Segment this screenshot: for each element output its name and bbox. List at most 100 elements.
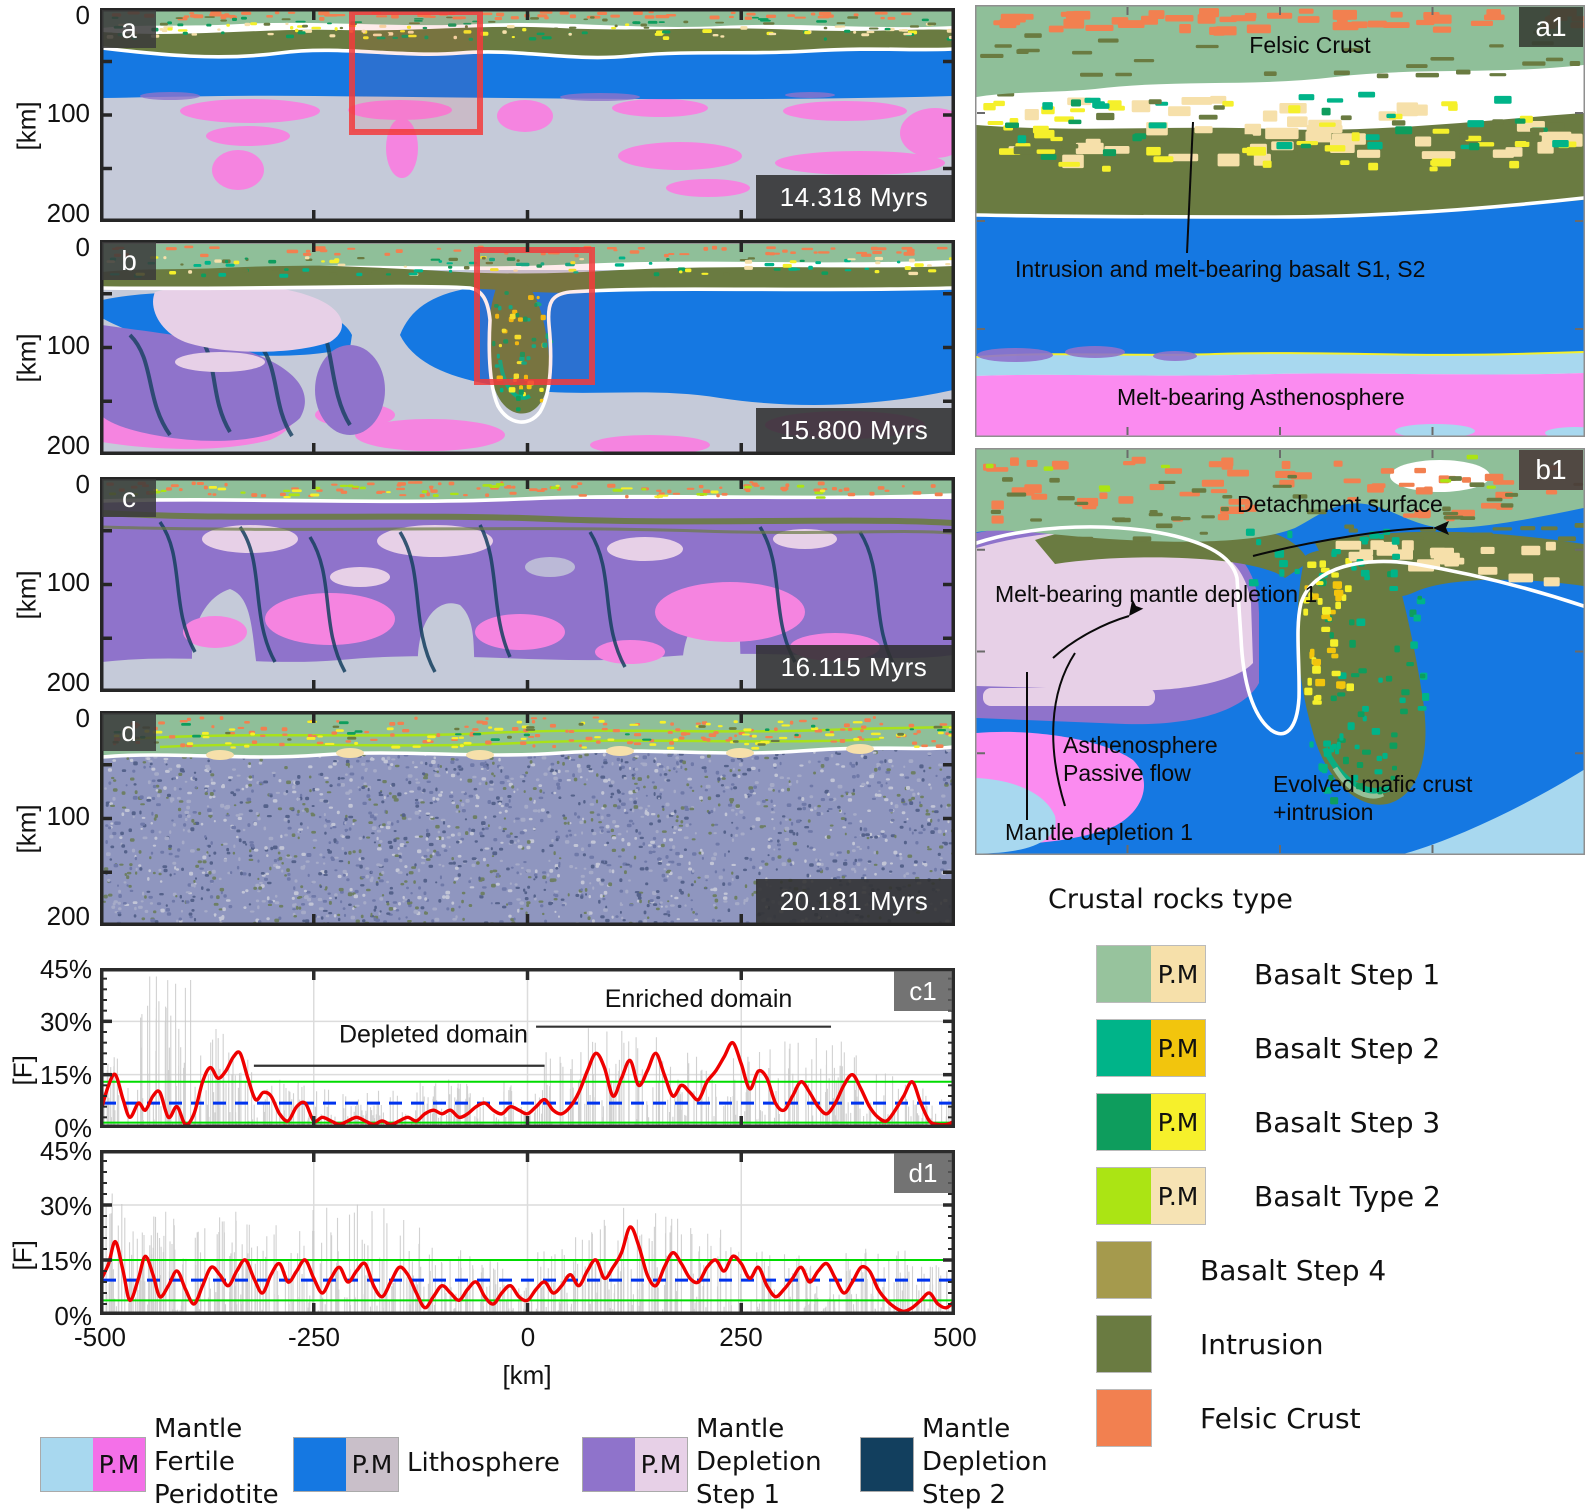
- crustal-pm-3: P.M: [1151, 1168, 1205, 1224]
- legend-label-intrusion: Intrusion: [1200, 1327, 1324, 1361]
- moho-white-line: [100, 284, 955, 424]
- yellow-blobs: [983, 100, 1577, 172]
- xtick-500: 500: [933, 1322, 977, 1352]
- lithosphere-region: [976, 198, 1584, 357]
- intrusion-streaks: [101, 510, 954, 535]
- moho-white-line: [975, 196, 1585, 219]
- panel-d-ytick-200: 200: [46, 901, 90, 931]
- annotation-evolved-1: Evolved mafic crust: [1273, 771, 1473, 797]
- moho-white-line: [100, 46, 955, 60]
- basalt2-arc: [1322, 746, 1392, 795]
- panel-b-timestamp: 15.800 Myrs: [756, 408, 952, 452]
- legend-group-depletion-step1: P.M Mantle Depletion Step 1: [582, 1413, 822, 1512]
- panel-d-ylabel: [km]: [11, 804, 42, 854]
- surface-white-line: [100, 745, 955, 759]
- panel-a1-frame-ticks: [975, 5, 1585, 437]
- panel-a-ytick-100: 100: [46, 98, 90, 128]
- panel-c-ytick-0: 0: [75, 469, 90, 499]
- panel-d1-label-box: d1: [894, 1153, 952, 1193]
- annotation-felsic-crust: Felsic Crust: [1249, 32, 1371, 58]
- c1-ytick-0: 0%: [54, 1113, 92, 1143]
- felsic-speckles: [106, 481, 943, 499]
- melt-depletion-strip: [983, 688, 1155, 706]
- legend-row-intrusion: P.M Intrusion: [1096, 1315, 1323, 1373]
- panel-b1-canvas: Detachment surface Melt-bearing mantle d…: [975, 448, 1585, 855]
- legend-label-depletion-step2: Mantle Depletion Step 2: [922, 1414, 1048, 1510]
- annotation-asthenosphere-2: Passive flow: [1063, 760, 1191, 786]
- panel-b-ylabel: [km]: [11, 333, 42, 383]
- d1-ytick-30: 30%: [39, 1191, 92, 1221]
- plot-panel-c1: Depleted domain Enriched domain c1: [100, 968, 955, 1128]
- panel-c1-label-box: c1: [894, 971, 952, 1011]
- plot-panel-d1: d1: [100, 1150, 955, 1315]
- zoom-region-box-b1: [474, 247, 595, 385]
- crustal-pm-0: P.M: [1151, 946, 1205, 1002]
- legend-label-depletion-step1: Mantle Depletion Step 1: [696, 1414, 822, 1510]
- c1-ytick-15: 15%: [39, 1060, 92, 1090]
- panel-b-frame-ticks: [100, 240, 955, 455]
- mantle-swatch-0: [41, 1438, 93, 1491]
- zoom-region-box-a1: [349, 9, 483, 135]
- panel-a-canvas: [100, 8, 955, 222]
- crustal-swatch-6: [1097, 1390, 1151, 1446]
- annotation-pointer-lines: [1026, 527, 1434, 820]
- teal-speckles-teardrop: [1309, 558, 1431, 805]
- crustal-pm-2: P.M: [1151, 1094, 1205, 1150]
- d1-ytick-15: 15%: [39, 1246, 92, 1276]
- melt-lightblue-strip: [976, 352, 1584, 376]
- c1-ylabel: [F]: [7, 1055, 38, 1086]
- panel-a-ytick-0: 0: [75, 0, 90, 30]
- panel-b-canvas: [100, 240, 955, 455]
- lime-specks: [985, 454, 1496, 492]
- melt-bearing-depletion-region: [976, 530, 1253, 691]
- legend-row-felsic: P.M Felsic Crust: [1096, 1389, 1361, 1447]
- panel-a-ytick-200: 200: [46, 198, 90, 228]
- panel-b: b 15.800 Myrs: [100, 240, 955, 455]
- panel-d: d 20.181 Myrs: [100, 711, 955, 926]
- yellow-dashes: [113, 719, 955, 750]
- fertile-lightblue-corner-right: [1405, 770, 1584, 854]
- d1-ytick-45: 45%: [39, 1136, 92, 1166]
- melt-asthenosphere-region: [976, 373, 1584, 436]
- c1-ytick-30: 30%: [39, 1007, 92, 1037]
- panel-a-ylabel: [km]: [11, 101, 42, 151]
- panel-b-label-box: b: [102, 242, 156, 280]
- teal-speckles-drip: [492, 291, 554, 412]
- legend-label-basalt-step1: Basalt Step 1: [1254, 957, 1441, 991]
- panel-a-frame-ticks: [100, 8, 955, 222]
- panel-b-ytick-100: 100: [46, 330, 90, 360]
- crustal-swatch-4: [1097, 1242, 1151, 1298]
- panel-d-frame-ticks: [100, 711, 955, 926]
- annotation-mantle-depletion: Mantle depletion 1: [1005, 819, 1193, 845]
- lightblue-bottom-blobs: [1395, 424, 1585, 437]
- panel-a-label-box: a: [102, 10, 156, 48]
- crustal-swatch-5: [1097, 1316, 1151, 1372]
- plot-d1-canvas: [100, 1150, 955, 1315]
- xtick-m500: -500: [73, 1322, 127, 1352]
- panel-a-label: a: [121, 13, 137, 44]
- melt-bearing-asthenosphere-blobs: [180, 99, 955, 197]
- svg-text:Enriched domain: Enriched domain: [605, 985, 793, 1013]
- panel-d-ytick-100: 100: [46, 801, 90, 831]
- fertile-lightblue-corner-left: [976, 778, 1056, 854]
- mantle-pm-2: P.M: [635, 1438, 687, 1491]
- crust-speckles: [106, 22, 955, 41]
- annotation-detachment: Detachment surface: [1237, 491, 1443, 517]
- depletion-specks: [140, 92, 835, 101]
- panel-c-ylabel: [km]: [11, 570, 42, 620]
- annotation-pointer-line: [1186, 121, 1194, 254]
- legend-row-basalt-step3: P.M Basalt Step 3: [1096, 1093, 1440, 1151]
- green-dashes: [990, 474, 1585, 542]
- legend-row-basalt-step1: P.M Basalt Step 1: [1096, 945, 1440, 1003]
- tan-blobs: [206, 744, 874, 760]
- plot-c1-canvas: Depleted domain Enriched domain: [100, 968, 955, 1128]
- legend-label-basalt-step2: Basalt Step 2: [1254, 1031, 1441, 1065]
- legend-label-lithosphere: Lithosphere: [407, 1448, 560, 1478]
- panel-a-timestamp: 14.318 Myrs: [756, 175, 952, 219]
- legend-label-fertile-peridotite: Mantle Fertile Peridotite: [154, 1414, 279, 1510]
- panel-c-ytick-200: 200: [46, 667, 90, 697]
- detachment-white-line: [975, 525, 1585, 736]
- crustal-swatch-0: [1097, 946, 1151, 1002]
- panel-b1-frame-ticks: [975, 448, 1585, 855]
